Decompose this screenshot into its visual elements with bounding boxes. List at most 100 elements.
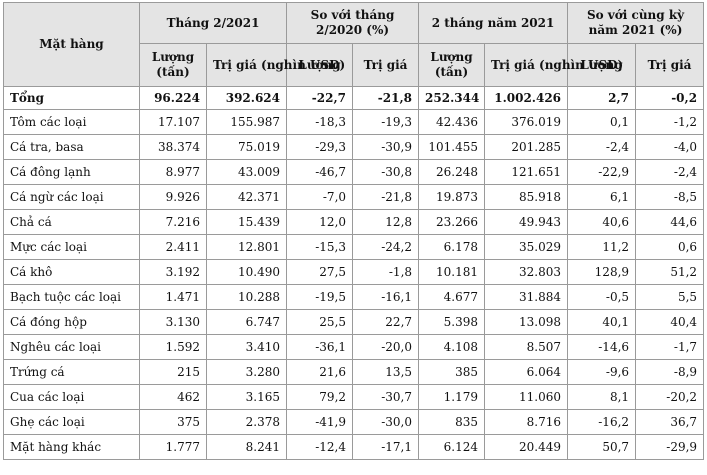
table-cell: 40,6 <box>567 209 637 235</box>
table-row: Bạch tuộc các loại 1.471 10.288 -19,5 -16,1 4… <box>3 284 705 310</box>
table-cell: 26.248 <box>418 159 486 185</box>
table-cell: -22,7 <box>286 86 354 110</box>
item-name: Chả cá <box>3 209 140 235</box>
table-cell: 835 <box>418 409 486 435</box>
table-cell: 6.124 <box>418 434 486 460</box>
table-cell: 8.241 <box>205 434 288 460</box>
item-name: Mực các loại <box>3 234 140 260</box>
table-row: Nghêu các loại 1.592 3.410 -36,1 -20,0 4.108 8… <box>3 334 705 360</box>
table-row: Cá ngừ các loại 9.926 42.371 -7,0 -21,8 19.87… <box>3 184 705 210</box>
table-cell: 85.918 <box>484 184 569 210</box>
table-cell: 8.716 <box>484 409 569 435</box>
table-cell: 22,7 <box>352 309 420 335</box>
item-name: Mặt hàng khác <box>3 434 140 460</box>
item-name: Cua các loại <box>3 384 140 410</box>
table-cell: 11.060 <box>484 384 569 410</box>
table-cell: 6.178 <box>418 234 486 260</box>
subheader: Lượng <box>286 43 354 87</box>
table-cell: 12,0 <box>286 209 354 235</box>
table-cell: 36,7 <box>635 409 705 435</box>
table-cell: 10.181 <box>418 259 486 285</box>
table-row: Ghẹ các loại 375 2.378 -41,9 -30,0 835 8.716 -1… <box>3 409 705 435</box>
table-cell: 12.801 <box>205 234 288 260</box>
table-cell: 10.288 <box>205 284 288 310</box>
table-cell: 121.651 <box>484 159 569 185</box>
table-cell: -21,8 <box>352 86 420 110</box>
table-cell: 375 <box>139 409 207 435</box>
table-cell: 49.943 <box>484 209 569 235</box>
table-cell: 25,5 <box>286 309 354 335</box>
table-cell: -16,2 <box>567 409 637 435</box>
table-cell: -30,7 <box>352 384 420 410</box>
subheader: Trị giá (nghìn USD) <box>484 43 623 87</box>
table-cell: -18,3 <box>286 109 354 135</box>
table-cell: -36,1 <box>286 334 354 360</box>
table-cell: 27,5 <box>286 259 354 285</box>
table-cell: 10.490 <box>205 259 288 285</box>
table-cell: 21,6 <box>286 359 354 385</box>
item-name: Nghêu các loại <box>3 334 140 360</box>
subheader: Lượng (tấn) <box>139 43 207 87</box>
table-row: Mặt hàng khác 1.777 8.241 -12,4 -17,1 6.124 20… <box>3 434 705 460</box>
item-name: Tôm các loại <box>3 109 140 135</box>
table-row: Tôm các loại 17.107 155.987 -18,3 -19,3 42.43… <box>3 109 705 135</box>
table-cell: 252.344 <box>418 86 486 110</box>
item-name: Ghẹ các loại <box>3 409 140 435</box>
item-name: Tổng <box>3 86 140 110</box>
item-name: Cá tra, basa <box>3 134 140 160</box>
table-row: Cá đông lạnh 8.977 43.009 -46,7 -30,8 26.248 1… <box>3 159 705 185</box>
total-row: Tổng 96.224 392.624 -22,7 -21,8 252.344 1.002.… <box>3 86 705 110</box>
table-cell: 31.884 <box>484 284 569 310</box>
table-cell: 32.803 <box>484 259 569 285</box>
table-cell: -17,1 <box>352 434 420 460</box>
table-cell: 75.019 <box>205 134 288 160</box>
item-name: Trứng cá <box>3 359 140 385</box>
table-cell: -1,8 <box>352 259 420 285</box>
header-group-yoy-period: So với cùng kỳ năm 2021 (%) <box>567 2 705 44</box>
table-cell: 1.592 <box>139 334 207 360</box>
table-row: Cá tra, basa 38.374 75.019 -29,3 -30,9 101.45… <box>3 134 705 160</box>
item-name: Bạch tuộc các loại <box>3 284 140 310</box>
table-cell: 40,1 <box>567 309 637 335</box>
table-cell: -16,1 <box>352 284 420 310</box>
table-cell: -46,7 <box>286 159 354 185</box>
subheader: Trị giá <box>635 43 705 87</box>
table-cell: 20.449 <box>484 434 569 460</box>
table-cell: 12,8 <box>352 209 420 235</box>
table-cell: 1.002.426 <box>484 86 569 110</box>
table-cell: 3.130 <box>139 309 207 335</box>
subheader: Lượng (tấn) <box>418 43 486 87</box>
table-cell: 15.439 <box>205 209 288 235</box>
table-cell: 38.374 <box>139 134 207 160</box>
table-cell: 7.216 <box>139 209 207 235</box>
table-cell: -2,4 <box>635 159 705 185</box>
table-cell: 2.411 <box>139 234 207 260</box>
header-group-two-months: 2 tháng năm 2021 <box>418 2 569 44</box>
table-cell: 5,5 <box>635 284 705 310</box>
item-name: Cá đóng hộp <box>3 309 140 335</box>
table-cell: -14,6 <box>567 334 637 360</box>
table-cell: -22,9 <box>567 159 637 185</box>
table-cell: -12,4 <box>286 434 354 460</box>
table-cell: 42.436 <box>418 109 486 135</box>
table-cell: 79,2 <box>286 384 354 410</box>
table-cell: -0,2 <box>635 86 705 110</box>
table-cell: 96.224 <box>139 86 207 110</box>
table-cell: 155.987 <box>205 109 288 135</box>
table-row: Mực các loại 2.411 12.801 -15,3 -24,2 6.178 35… <box>3 234 705 260</box>
table-cell: 19.873 <box>418 184 486 210</box>
table-cell: 42.371 <box>205 184 288 210</box>
table-cell: 6.747 <box>205 309 288 335</box>
table-cell: 13,5 <box>352 359 420 385</box>
table-cell: -30,0 <box>352 409 420 435</box>
table-cell: 8,1 <box>567 384 637 410</box>
table-cell: -8,9 <box>635 359 705 385</box>
table-cell: -30,9 <box>352 134 420 160</box>
table-cell: 215 <box>139 359 207 385</box>
table-cell: -29,9 <box>635 434 705 460</box>
table-cell: 43.009 <box>205 159 288 185</box>
export-table: Mặt hàng Tháng 2/2021 So với tháng 2/2020… <box>3 2 705 460</box>
table-row: Trứng cá 215 3.280 21,6 13,5 385 6.064 -9,6 -8,9 <box>3 359 705 385</box>
table-cell: 3.280 <box>205 359 288 385</box>
table-row: Cá khô 3.192 10.490 27,5 -1,8 10.181 32.803 128… <box>3 259 705 285</box>
